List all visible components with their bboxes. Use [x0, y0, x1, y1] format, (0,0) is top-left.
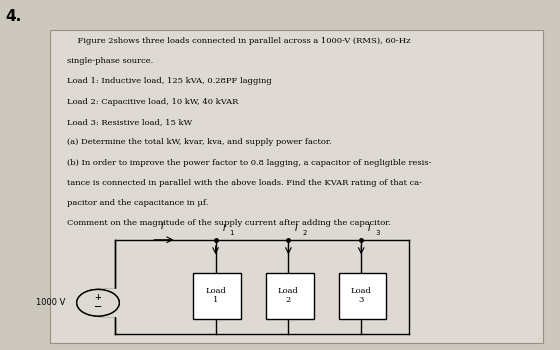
- Text: 2: 2: [302, 230, 307, 236]
- Text: +: +: [95, 293, 101, 302]
- Text: 3: 3: [375, 230, 380, 236]
- Text: Figure 2shows three loads connected in parallel across a 1000-V (RMS), 60-Hz: Figure 2shows three loads connected in p…: [67, 37, 410, 45]
- Text: +: +: [95, 293, 101, 302]
- Text: 1000 V: 1000 V: [36, 298, 66, 307]
- Text: Load 3: Resistive load, 15 kW: Load 3: Resistive load, 15 kW: [67, 118, 193, 126]
- Text: single-phase source.: single-phase source.: [67, 57, 153, 65]
- Text: I: I: [295, 224, 298, 233]
- Text: −: −: [94, 302, 102, 313]
- Text: Load 2: Capacitive load, 10 kW, 40 kVAR: Load 2: Capacitive load, 10 kW, 40 kVAR: [67, 98, 239, 106]
- Text: Load 1: Inductive load, 125 kVA, 0.28PF lagging: Load 1: Inductive load, 125 kVA, 0.28PF …: [67, 77, 272, 85]
- Text: 4.: 4.: [6, 9, 22, 24]
- Bar: [339, 273, 386, 318]
- Text: (b) In order to improve the power factor to 0.8 lagging, a capacitor of negligib: (b) In order to improve the power factor…: [67, 159, 432, 167]
- Bar: [77, 289, 119, 316]
- Text: I: I: [161, 222, 164, 231]
- Text: 1: 1: [230, 230, 234, 236]
- Circle shape: [77, 289, 119, 316]
- Text: −: −: [94, 302, 102, 313]
- Text: Load
2: Load 2: [278, 287, 299, 304]
- Bar: [193, 273, 241, 318]
- Text: Comment on the magnitude of the supply current after adding the capacitor.: Comment on the magnitude of the supply c…: [67, 219, 391, 228]
- Text: Load
1: Load 1: [205, 287, 226, 304]
- Bar: [266, 273, 314, 318]
- FancyBboxPatch shape: [50, 30, 543, 343]
- Text: pacitor and the capacitance in μf.: pacitor and the capacitance in μf.: [67, 199, 208, 207]
- Circle shape: [77, 289, 119, 316]
- Text: I: I: [368, 224, 371, 233]
- Text: I: I: [222, 224, 225, 233]
- Text: Load
3: Load 3: [351, 287, 372, 304]
- Text: tance is connected in parallel with the above loads. Find the KVAR rating of tha: tance is connected in parallel with the …: [67, 179, 422, 187]
- Text: (a) Determine the total kW, kvar, kva, and supply power factor.: (a) Determine the total kW, kvar, kva, a…: [67, 138, 332, 146]
